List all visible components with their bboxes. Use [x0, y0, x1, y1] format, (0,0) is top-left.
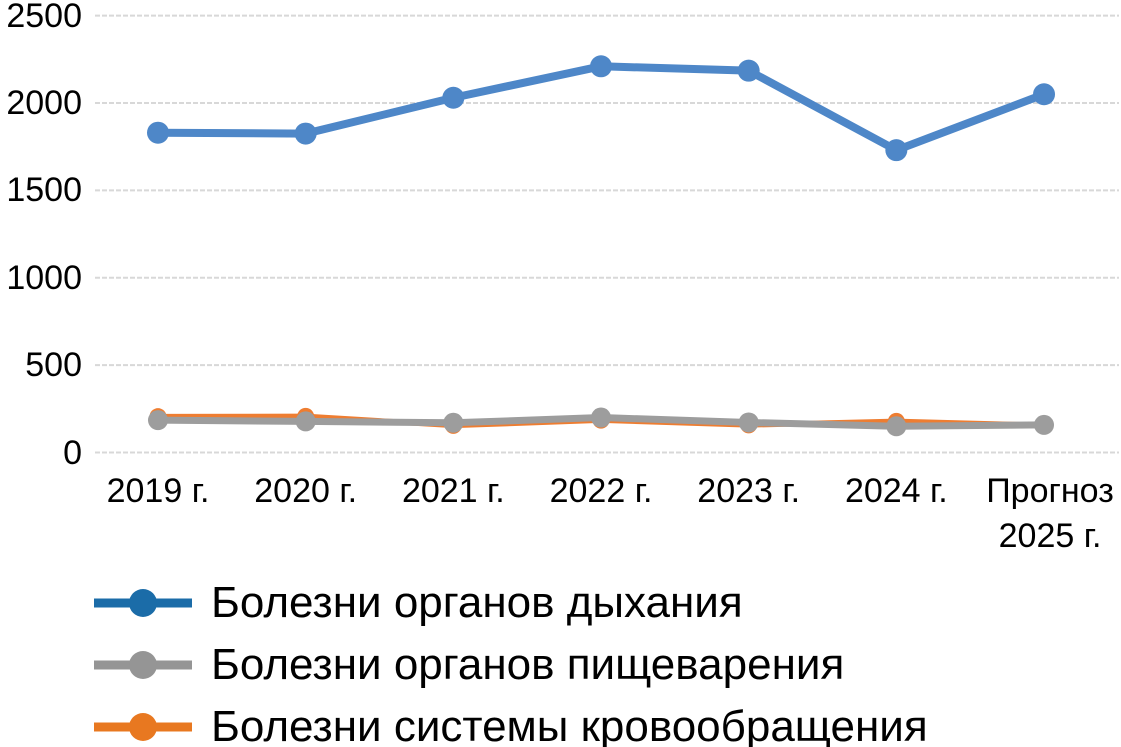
data-point [885, 139, 908, 162]
y-tick-label: 0 [63, 433, 82, 472]
legend-item: Болезни системы кровообращения [94, 696, 928, 747]
legend: Болезни органов дыхания Болезни органов п… [94, 572, 928, 747]
data-point [1034, 414, 1055, 435]
series-0 [147, 55, 1056, 162]
data-point [1033, 83, 1056, 106]
legend-line-marker-icon [94, 651, 192, 679]
data-point [147, 121, 169, 144]
data-point [443, 412, 464, 433]
data-point [442, 86, 465, 109]
legend-item: Болезни органов пищеварения [94, 634, 928, 696]
series-1 [148, 407, 1055, 437]
legend-line-marker-icon [94, 713, 192, 741]
x-tick-label: 2020 г. [254, 472, 358, 510]
data-point [737, 59, 760, 82]
x-tick-label: 2021 г. [401, 472, 505, 510]
legend-line-marker-icon [94, 589, 192, 617]
legend-item: Болезни органов дыхания [94, 572, 928, 634]
data-point [294, 122, 317, 145]
data-point [886, 416, 907, 437]
y-tick-label: 2500 [6, 0, 82, 35]
data-point [590, 55, 613, 78]
x-tick-label: 2023 г. [697, 472, 801, 510]
x-tick-label: Прогноз 2025 г. [986, 472, 1114, 555]
x-tick-label: 2022 г. [549, 472, 653, 510]
data-point [295, 411, 316, 432]
data-point [738, 412, 759, 433]
y-tick-label: 1500 [6, 171, 82, 210]
y-tick-label: 1000 [6, 258, 82, 297]
data-point [591, 407, 612, 428]
data-point [148, 410, 168, 431]
x-tick-label: 2024 г. [844, 472, 948, 510]
legend-label: Болезни органов пищеварения [211, 640, 845, 689]
x-tick-label: 2019 г. [106, 472, 210, 510]
y-tick-label: 500 [25, 346, 82, 385]
legend-label: Болезни органов дыхания [211, 578, 743, 627]
series-line [154, 62, 1049, 155]
legend-label: Болезни системы кровообращения [211, 702, 928, 747]
y-tick-label: 2000 [6, 84, 82, 122]
